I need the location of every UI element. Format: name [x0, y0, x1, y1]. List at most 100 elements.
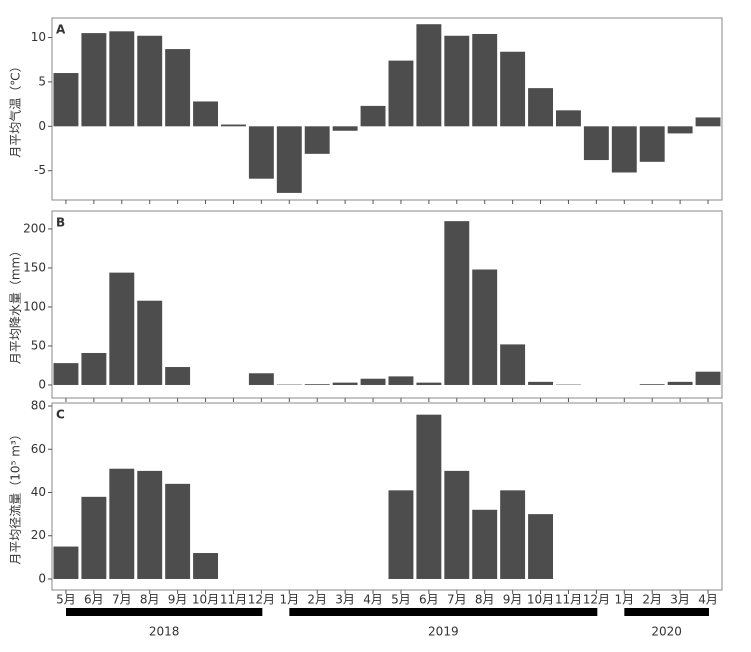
bar: [444, 470, 470, 579]
bar: [472, 269, 498, 385]
bar: [360, 105, 386, 127]
y-tick-label: 40: [31, 485, 46, 499]
bar: [165, 483, 191, 579]
bar: [556, 110, 581, 127]
year-label: 2018: [149, 625, 180, 639]
panel-frame: [51, 17, 723, 201]
bar: [248, 373, 274, 385]
bar: [360, 378, 386, 385]
y-tick-label: 0: [38, 119, 46, 133]
bar: [472, 33, 498, 127]
bar: [109, 468, 135, 579]
bar: [528, 88, 553, 127]
x-tick-label: 12月: [583, 593, 610, 607]
panel-frame: [51, 210, 723, 399]
bar: [248, 126, 274, 179]
bar: [416, 382, 442, 385]
y-tick-label: 0: [38, 571, 46, 585]
y-tick-label: 100: [23, 299, 46, 313]
y-tick-label: 50: [31, 338, 46, 352]
bar: [53, 363, 79, 385]
year-bar: [66, 608, 263, 616]
bar: [137, 35, 163, 127]
x-tick-label: 1月: [614, 593, 634, 607]
x-tick-label: 9月: [168, 593, 188, 607]
bar: [221, 124, 246, 127]
year-bar: [624, 608, 709, 616]
bar: [137, 470, 163, 579]
x-tick-label: 2月: [642, 593, 662, 607]
x-tick-label: 3月: [670, 593, 690, 607]
bar: [193, 553, 218, 579]
panel-label: C: [56, 408, 65, 422]
year-bar: [289, 608, 598, 616]
y-tick-label: 150: [23, 260, 46, 274]
bar: [137, 300, 163, 385]
bar: [109, 31, 135, 127]
x-tick-label: 4月: [698, 593, 718, 607]
x-tick-label: 10月: [192, 593, 219, 607]
bar: [667, 126, 693, 134]
bar: [165, 367, 191, 385]
y-axis-label: 月平均降水量（mm）: [9, 245, 23, 364]
y-tick-label: 10: [31, 30, 46, 44]
y-tick-label: 60: [31, 442, 46, 456]
bar: [165, 49, 191, 127]
x-tick-label: 6月: [84, 593, 104, 607]
bar: [416, 24, 442, 127]
bar: [639, 126, 665, 162]
y-tick-label: -5: [34, 163, 46, 177]
year-label: 2020: [651, 625, 682, 639]
x-tick-label: 2月: [307, 593, 327, 607]
panel-label: A: [56, 23, 66, 37]
bar: [81, 33, 107, 127]
x-tick-label: 10月: [527, 593, 554, 607]
y-tick-label: 200: [23, 221, 46, 235]
bar: [276, 126, 302, 193]
bar: [416, 414, 442, 579]
bar: [109, 272, 135, 385]
bar: [304, 126, 330, 154]
bar: [388, 376, 414, 385]
bar: [332, 126, 358, 131]
bar: [695, 117, 721, 127]
bar: [444, 221, 470, 385]
bar: [500, 490, 526, 579]
x-tick-label: 4月: [363, 593, 383, 607]
bar: [81, 496, 107, 579]
bar: [81, 352, 107, 385]
bar: [472, 509, 498, 579]
x-tick-label: 11月: [555, 593, 582, 607]
x-tick-label: 7月: [447, 593, 467, 607]
y-axis-label: 月平均气温（℃）: [8, 60, 23, 157]
bar: [583, 126, 609, 161]
x-tick-label: 11月: [220, 593, 247, 607]
y-tick-label: 80: [31, 399, 46, 413]
bar: [388, 60, 414, 127]
bar: [528, 381, 553, 385]
x-tick-label: 1月: [279, 593, 299, 607]
x-tick-label: 5月: [391, 593, 411, 607]
x-tick-label: 8月: [140, 593, 160, 607]
x-tick-label: 12月: [248, 593, 275, 607]
y-tick-label: 5: [38, 74, 46, 88]
panel-label: B: [56, 216, 65, 230]
y-axis-label: 月平均径流量（10⁵ m³）: [9, 428, 23, 564]
bar: [528, 514, 553, 579]
x-tick-label: 8月: [475, 593, 495, 607]
year-label: 2019: [428, 625, 459, 639]
x-tick-label: 7月: [112, 593, 132, 607]
bar: [611, 126, 637, 173]
x-tick-label: 3月: [335, 593, 355, 607]
bar: [304, 384, 330, 385]
bar: [500, 51, 526, 127]
panel-frame: [51, 402, 723, 591]
y-tick-label: 0: [38, 377, 46, 391]
bar: [332, 382, 358, 385]
bar: [193, 101, 218, 127]
bar: [388, 490, 414, 579]
bar: [667, 381, 693, 385]
x-tick-label: 5月: [56, 593, 76, 607]
bar: [53, 73, 79, 127]
